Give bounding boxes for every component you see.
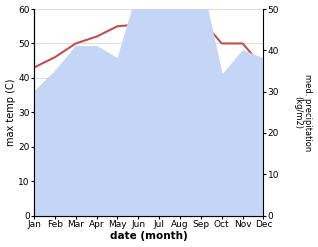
X-axis label: date (month): date (month) (110, 231, 188, 242)
Y-axis label: max temp (C): max temp (C) (5, 79, 16, 146)
Y-axis label: med. precipitation
(kg/m2): med. precipitation (kg/m2) (293, 74, 313, 151)
